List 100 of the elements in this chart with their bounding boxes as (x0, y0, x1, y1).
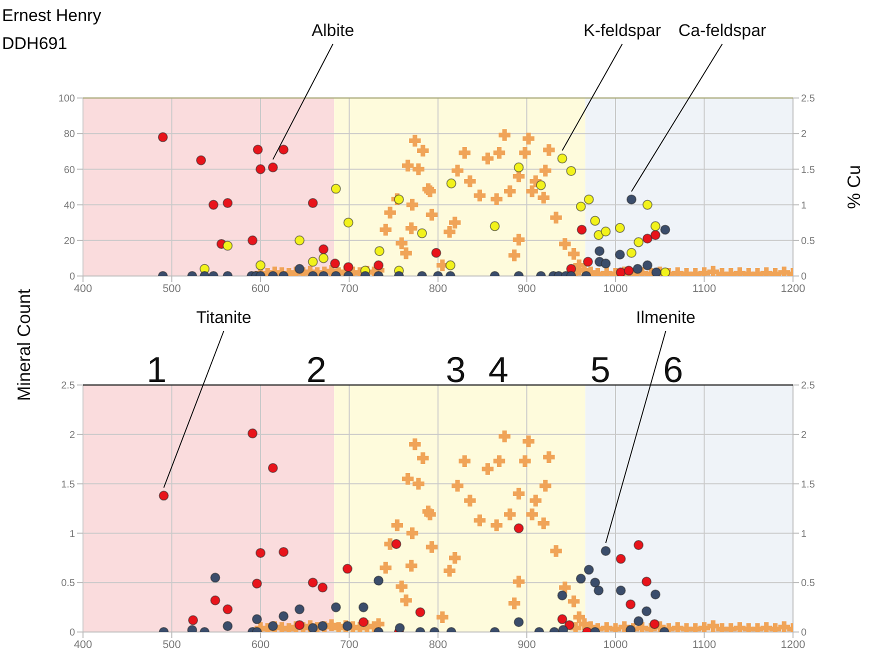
point (391, 539, 402, 550)
point (417, 228, 428, 238)
point (294, 235, 305, 246)
point (255, 548, 266, 558)
point (582, 256, 593, 267)
annotation: Albite (312, 21, 354, 40)
point (330, 184, 341, 194)
point (590, 578, 600, 588)
point (614, 222, 625, 233)
point (294, 604, 305, 614)
y2-tick-label: 1 (801, 200, 807, 212)
point (576, 202, 586, 212)
annotation: 2 (306, 349, 326, 390)
point (294, 620, 305, 630)
point (394, 623, 405, 632)
point (650, 619, 660, 630)
point (594, 586, 604, 596)
y-axis-title: Mineral Count (14, 288, 34, 402)
point (210, 595, 220, 606)
point (374, 246, 384, 256)
y2-tick-label: 2.5 (801, 380, 816, 392)
point (600, 258, 611, 269)
point (278, 144, 289, 155)
point (634, 616, 644, 626)
point (343, 218, 354, 228)
point (651, 267, 662, 276)
point (576, 574, 586, 584)
point (514, 162, 524, 172)
point (255, 260, 266, 270)
point (616, 267, 626, 276)
chart-subtitle: DDH691 (2, 34, 68, 54)
x-tick-label: 700 (340, 282, 358, 295)
y2-tick-label: 0.5 (801, 236, 816, 247)
point (374, 576, 384, 586)
annotation: 1 (146, 349, 167, 390)
point (536, 180, 546, 190)
y2-tick-label: 2 (801, 129, 807, 140)
y2-tick-label: 0.5 (801, 578, 816, 590)
point (248, 235, 258, 246)
point (642, 234, 652, 244)
y2-axis-title: % Cu (844, 164, 864, 210)
x-tick-label: 1200 (780, 638, 806, 651)
point (642, 200, 652, 210)
x-tick-label: 500 (162, 638, 181, 651)
point (268, 162, 278, 172)
point (626, 599, 636, 610)
point (268, 462, 278, 473)
point (222, 621, 233, 632)
point (446, 178, 456, 188)
point (330, 602, 341, 612)
point (268, 621, 278, 632)
point (590, 216, 600, 226)
point (308, 256, 318, 267)
point (650, 589, 660, 600)
point (600, 546, 611, 556)
y2-tick-label: 1.5 (801, 164, 816, 176)
point (278, 611, 289, 622)
point (210, 572, 220, 583)
point (624, 266, 634, 276)
y-tick-label: 2 (69, 430, 76, 441)
point (318, 244, 329, 254)
annotation: Titanite (196, 308, 252, 327)
point (614, 250, 625, 260)
point (294, 264, 305, 274)
point (343, 262, 354, 272)
point (415, 607, 426, 618)
point (576, 224, 587, 235)
point (308, 198, 318, 208)
x-tick-label: 400 (74, 638, 92, 651)
chart-title: Ernest Henry (2, 6, 102, 26)
point (634, 540, 644, 550)
point (660, 267, 670, 276)
point (642, 260, 652, 270)
y2-tick-label: 0 (801, 628, 807, 639)
point (308, 578, 318, 588)
point (188, 615, 198, 626)
point (318, 253, 329, 264)
point (660, 224, 670, 235)
y2-tick-label: 2.5 (801, 94, 816, 105)
point (650, 230, 660, 240)
x-tick-label: 1100 (692, 282, 716, 295)
point (557, 154, 568, 164)
x-tick-label: 1200 (780, 282, 806, 295)
x-tick-label: 900 (518, 282, 536, 295)
point (394, 194, 404, 204)
point (252, 614, 262, 624)
point (358, 602, 368, 612)
point (308, 623, 318, 632)
point (342, 564, 352, 574)
point (222, 240, 233, 251)
x-tick-label: 600 (251, 638, 270, 651)
point (600, 226, 611, 237)
point (642, 606, 652, 616)
point (490, 221, 500, 232)
point (248, 428, 258, 438)
point (634, 237, 644, 248)
y-tick-label: 0.5 (61, 578, 76, 590)
point (330, 258, 340, 269)
point (616, 586, 626, 596)
x-tick-label: 900 (518, 638, 536, 651)
